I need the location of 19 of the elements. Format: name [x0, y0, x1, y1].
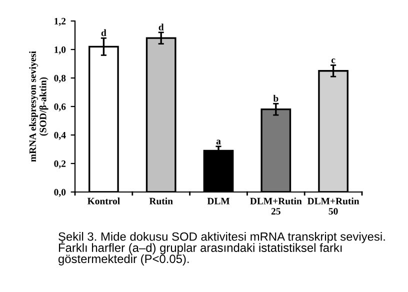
text: Şekil 3. Mide dokusu SOD aktivitesi mRNA transkript seviyesi. Farklı harfler (a–d) gruplar arasındaki istatistiksel farkı göstermektedir (P<0.05).: [58, 232, 385, 266]
annotation: b: [273, 94, 278, 102]
y-tick-label: 0,8: [54, 74, 66, 83]
y-axis-title: mRNA ekspresyon seviyesi (SOD/β-aktin): [29, 51, 48, 162]
annotation: a: [216, 140, 221, 144]
x-tick-label: DLM: [207, 198, 230, 204]
y-tick-label: 1,2: [54, 18, 66, 26]
x-tick-label: DLM+Rutin 50: [307, 198, 360, 215]
annotation: d: [158, 24, 164, 30]
y-tick-label: 0,6: [54, 103, 66, 112]
annotation: d: [101, 29, 106, 36]
x-tick-label: DLM+Rutin 25: [250, 198, 302, 215]
y-tick-label: 1,0: [54, 46, 66, 54]
y-tick-label: 0,4: [54, 132, 66, 140]
annotation: c: [331, 58, 336, 64]
x-tick-label: Rutin: [149, 198, 173, 204]
y-tick-label: 0,2: [54, 160, 66, 168]
y-tick-label: 0,0: [54, 188, 66, 197]
x-tick-label: Kontrol: [87, 198, 120, 204]
